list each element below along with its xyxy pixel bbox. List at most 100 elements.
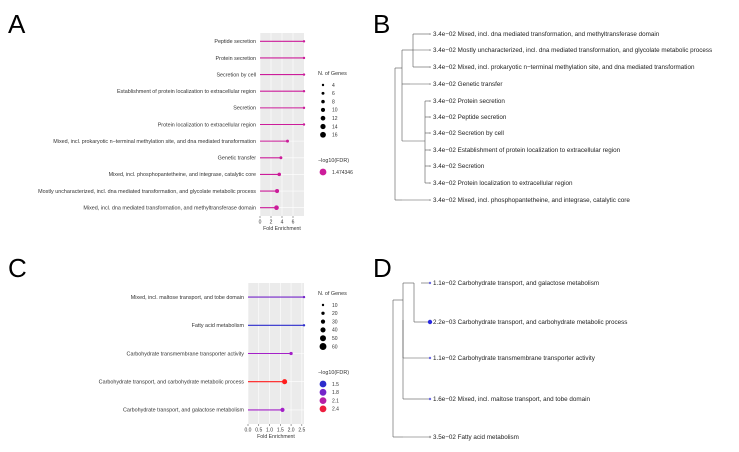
tree-label: 3.4e−02 Establishment of protein localiz… (433, 147, 621, 154)
size-legend-dot (320, 115, 326, 121)
size-legend-label: 8 (332, 99, 335, 105)
tree-tip (429, 149, 431, 151)
category-label: Carbohydrate transport, and galactose me… (123, 408, 245, 414)
size-legend-label: 60 (332, 344, 338, 350)
lollipop-point (302, 324, 306, 327)
lollipop-point (286, 139, 289, 143)
color-legend-title: −log10(FDR) (318, 158, 349, 164)
x-tick-label: 2 (270, 220, 273, 226)
size-legend-dot (320, 131, 326, 138)
tree-tip (429, 132, 431, 134)
size-legend-dot (321, 91, 325, 95)
size-legend-dot (321, 83, 325, 87)
size-legend-dot (321, 99, 325, 104)
x-axis-title: Fold Enrichment (263, 226, 301, 232)
tree-tip (429, 199, 431, 201)
category-label: Fatty acid metabolism (192, 323, 245, 329)
category-label: Mostly uncharacterized, incl. dna mediat… (38, 189, 256, 195)
color-legend-title: −log10(FDR) (318, 370, 349, 376)
tree-tip (429, 49, 431, 51)
category-label: Mixed, incl. prokaryotic n−terminal meth… (53, 139, 256, 145)
color-legend-swatch (319, 380, 327, 388)
tree-tip (428, 397, 432, 401)
lollipop-point (302, 40, 306, 43)
color-legend-label: 2.1 (332, 398, 339, 404)
color-legend-label: 1.5 (332, 382, 339, 388)
color-legend-label: 2.4 (332, 407, 339, 413)
category-label: Secretion (233, 106, 256, 112)
lollipop-point (289, 351, 293, 356)
x-tick-label: 0.0 (245, 428, 252, 434)
size-legend-label: 16 (332, 133, 338, 139)
lollipop-point (279, 156, 283, 160)
size-legend-label: 6 (332, 91, 335, 97)
x-axis-title: Fold Enrichment (257, 434, 295, 440)
x-tick-label: 0 (259, 220, 262, 226)
panel-letter-d: D (373, 253, 392, 283)
size-legend-dot (320, 107, 326, 112)
lollipop-point (302, 56, 306, 60)
color-legend-swatch (319, 388, 327, 396)
x-tick-label: 2.0 (288, 428, 295, 434)
size-legend-dot (320, 335, 326, 342)
category-label: Protein secretion (216, 56, 256, 62)
tree-label: 3.4e−02 Mostly uncharacterized, incl. dn… (433, 47, 712, 54)
category-label: Secretion by cell (216, 72, 256, 78)
size-legend-label: 4 (332, 83, 335, 89)
color-legend-label: 1.474346 (332, 170, 353, 176)
x-tick-label: 1.0 (266, 428, 273, 434)
panel-letter-a: A (8, 9, 26, 39)
tree-label: 3.4e−02 Secretion by cell (433, 130, 504, 137)
category-label: Peptide secretion (214, 39, 256, 45)
panel-b-dendrogram: 3.4e−02 Mixed, incl. dna mediated transf… (394, 31, 712, 204)
tree-label: 3.4e−02 Protein localization to extracel… (433, 180, 573, 187)
size-legend-dot (320, 123, 326, 130)
panel-d-dendrogram: 1.1e−02 Carbohydrate transport, and gala… (392, 280, 627, 441)
x-tick-label: 6 (292, 220, 295, 226)
size-legend-title: N. of Genes (318, 291, 347, 297)
tree-label: 3.4e−02 Peptide secretion (433, 114, 507, 121)
panel-a-lollipop-chart: 0 2 4 6 Peptide secretion Protein secretion Se… (38, 33, 353, 232)
category-label: Carbohydrate transmembrane transporter a… (127, 351, 245, 357)
lollipop-point (277, 172, 282, 177)
tree-label: 3.5e−02 Fatty acid metabolism (433, 434, 519, 441)
lollipop-point (274, 205, 279, 211)
size-legend-label: 30 (332, 319, 338, 325)
size-legend-dot (320, 327, 326, 333)
tree-tip (429, 33, 431, 35)
lollipop-point (302, 106, 306, 110)
panel-letter-b: B (373, 9, 390, 39)
tree-label: 3.4e−02 Mixed, incl. phosphopantetheine,… (433, 197, 630, 204)
size-legend-label: 10 (332, 303, 338, 309)
tree-label: 3.4e−02 Protein secretion (433, 98, 505, 105)
tree-tip (428, 281, 432, 285)
lollipop-point (280, 407, 285, 412)
size-legend-dot (321, 311, 325, 315)
size-legend-dot (320, 319, 326, 324)
tree-label: 1.6e−02 Mixed, incl. maltose transport, … (433, 396, 590, 403)
color-legend-swatch (319, 397, 327, 404)
category-label: Genetic transfer (218, 156, 257, 162)
tree-tip (428, 356, 432, 360)
size-legend-label: 12 (332, 116, 338, 122)
x-tick-label: 4 (281, 220, 284, 226)
tree-tip (429, 165, 431, 167)
lollipop-point (302, 73, 306, 76)
panel-letter-c: C (8, 253, 27, 283)
category-label: Protein localization to extracellular re… (158, 122, 256, 128)
tree-tip (429, 116, 431, 118)
color-legend-swatch (319, 168, 327, 176)
x-tick-label: 1.5 (277, 428, 284, 434)
size-legend-label: 20 (332, 311, 338, 317)
tree-label: 3.4e−02 Secretion (433, 163, 485, 170)
x-tick-label: 0.5 (255, 428, 262, 434)
tree-label: 2.2e−03 Carbohydrate transport, and carb… (433, 319, 627, 326)
lollipop-point (282, 379, 288, 385)
tree-label: 3.4e−02 Genetic transfer (433, 81, 502, 88)
category-label: Mixed, incl. phosphopantetheine, and int… (109, 172, 256, 178)
tree-tip (428, 435, 432, 439)
color-legend-label: 1.8 (332, 390, 339, 396)
lollipop-point (302, 295, 306, 299)
category-label: Establishment of protein localization to… (117, 89, 256, 95)
category-label: Mixed, incl. maltose transport, and tobe… (131, 295, 244, 301)
